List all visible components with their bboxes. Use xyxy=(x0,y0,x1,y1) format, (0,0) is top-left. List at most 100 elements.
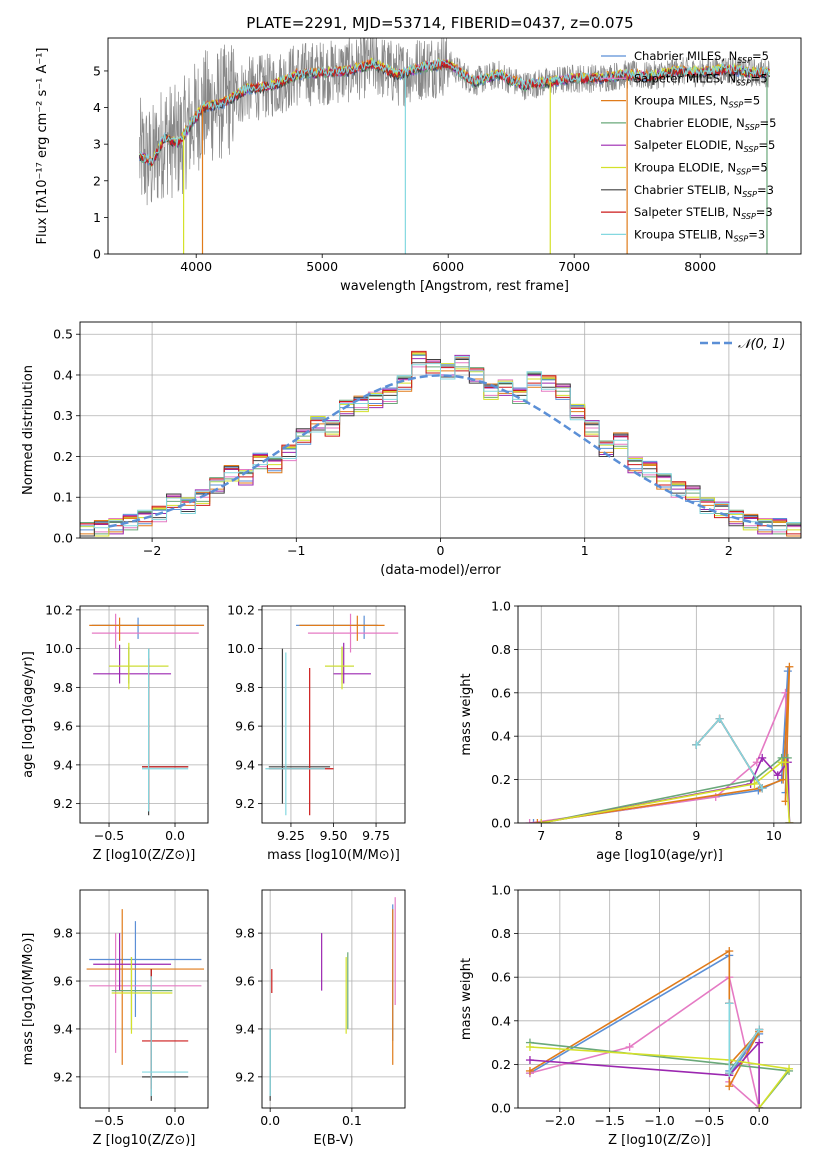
y-tick-label: 0.0 xyxy=(491,1101,511,1116)
y-axis-label: mass weight xyxy=(459,673,474,755)
y-tick-label: 10.0 xyxy=(227,641,255,656)
legend-text: =3 xyxy=(757,183,774,197)
y-tick-label: 9.2 xyxy=(235,1069,255,1084)
plot-area-age_vs_mass xyxy=(265,613,399,816)
mass-weight-line xyxy=(529,953,760,1078)
x-axis-label: wavelength [Angstrom, rest frame] xyxy=(340,279,569,294)
x-tick-label: 0.0 xyxy=(749,1113,769,1128)
x-tick-label: 8 xyxy=(615,828,623,843)
axes-frame xyxy=(261,889,406,1109)
x-tick-label: 9.25 xyxy=(277,828,305,843)
y-tick-label: 0.1 xyxy=(53,490,73,505)
x-tick-label: 7000 xyxy=(558,259,590,274)
y-axis-label: mass [log10(M/M⊙)] xyxy=(21,933,36,1066)
mass-weight-line xyxy=(529,1040,760,1108)
x-axis-label: Z [log10(Z/Z⊙)] xyxy=(608,1133,711,1148)
y-tick-label: 9.4 xyxy=(53,1021,73,1036)
y-tick-label: 9.6 xyxy=(53,974,73,989)
x-tick-label: −1 xyxy=(287,543,305,558)
x-tick-label: 4000 xyxy=(180,259,212,274)
legend-text: Kroupa ELODIE, N xyxy=(634,161,736,175)
plot-area-residuals xyxy=(80,350,801,537)
y-tick-label: 0.2 xyxy=(491,1057,511,1072)
legend-label: Salpeter ELODIE, NSSP=5 xyxy=(634,138,775,154)
legend-text: Salpeter MILES, N xyxy=(634,71,736,85)
model-spectrum-line xyxy=(138,58,770,164)
y-tick-label: 0.8 xyxy=(491,926,511,941)
mass-weight-line xyxy=(541,756,791,823)
y-tick-label: 9.2 xyxy=(53,796,73,811)
mass-weight-line xyxy=(541,757,791,823)
x-axis-label: age [log10(age/yr)] xyxy=(596,848,723,863)
legend-text: =5 xyxy=(752,49,769,63)
legend-subscript: SSP xyxy=(745,123,760,132)
x-tick-label: −2 xyxy=(143,543,161,558)
x-tick-label: 2 xyxy=(725,543,733,558)
y-tick-label: 0.0 xyxy=(53,531,73,546)
mass-weight-line xyxy=(529,975,760,1108)
axes-spectrum: 4000 5000 6000 7000 8000 0 1 2 3 4 5 wavelength [An… xyxy=(35,37,802,294)
axes-frame xyxy=(261,605,406,824)
y-tick-label: 0.0 xyxy=(491,816,511,831)
y-tick-label: 0.8 xyxy=(491,642,511,657)
legend-text: =3 xyxy=(756,205,773,219)
y-tick-label: 0.6 xyxy=(491,970,511,985)
y-tick-label: 0.4 xyxy=(491,1013,511,1028)
y-tick-label: 2 xyxy=(93,173,101,188)
x-tick-label: 0.0 xyxy=(165,1113,185,1128)
x-axis-label: Z [log10(Z/Z⊙)] xyxy=(93,848,196,863)
y-tick-label: 9.8 xyxy=(53,680,73,695)
x-axis-label: E(B-V) xyxy=(313,1133,353,1148)
axes-mass_vs_z: −0.5 0.0 9.2 9.4 9.6 9.8 Z [log10(Z/Z⊙)] mass [… xyxy=(21,889,209,1148)
plot-area-age_vs_z xyxy=(89,613,205,816)
y-tick-label: 0.4 xyxy=(491,729,511,744)
legend-subscript: SSP xyxy=(742,190,757,199)
y-tick-label: 9.4 xyxy=(235,757,255,772)
axes-weight_vs_age: 7 8 9 10 0.0 0.2 0.4 0.6 0.8 1.0 age [log10(age/yr… xyxy=(459,599,802,863)
y-tick-label: 9.6 xyxy=(235,719,255,734)
axes-frame xyxy=(517,605,802,824)
plot-area-mass_vs_ebv xyxy=(269,897,396,1101)
y-tick-label: 10.2 xyxy=(45,602,73,617)
y-tick-label: 9.8 xyxy=(53,926,73,941)
y-tick-label: 1.0 xyxy=(491,883,511,898)
legend-label: Kroupa MILES, NSSP=5 xyxy=(634,94,760,110)
mass-weight-line xyxy=(695,717,763,789)
x-tick-label: −0.5 xyxy=(94,1113,124,1128)
y-tick-label: 9.8 xyxy=(235,926,255,941)
legend-label: Salpeter MILES, NSSP=5 xyxy=(634,71,768,87)
y-tick-label: 0.3 xyxy=(53,408,73,423)
observed-spectrum-line xyxy=(139,38,770,206)
y-tick-label: 0.2 xyxy=(491,772,511,787)
axes-frame xyxy=(79,605,209,824)
chart-title: PLATE=2291, MJD=53714, FIBERID=0437, z=0… xyxy=(246,14,633,32)
x-tick-label: 7 xyxy=(537,828,545,843)
axes-frame xyxy=(79,321,802,539)
plot-area-mass_vs_z xyxy=(86,909,205,1101)
plot-area-spectrum xyxy=(138,38,771,254)
x-tick-label: 5000 xyxy=(306,259,338,274)
legend-label: Chabrier STELIB, NSSP=3 xyxy=(634,183,774,199)
y-tick-label: 9.6 xyxy=(235,974,255,989)
legend-label: Kroupa ELODIE, NSSP=5 xyxy=(634,161,768,177)
x-tick-label: 0.1 xyxy=(342,1113,362,1128)
y-tick-label: 10.2 xyxy=(227,602,255,617)
legend-text: =5 xyxy=(760,116,777,130)
plot-area-weight_vs_z xyxy=(525,947,794,1108)
axes-frame xyxy=(107,37,802,255)
x-tick-label: 0.0 xyxy=(165,828,185,843)
legend-text: Salpeter STELIB, N xyxy=(634,205,741,219)
y-tick-label: 5 xyxy=(93,63,101,78)
x-tick-label: −1.5 xyxy=(594,1113,624,1128)
legend-subscript: SSP xyxy=(729,101,744,110)
legend-label: Kroupa STELIB, NSSP=3 xyxy=(634,227,765,243)
x-tick-label: 9 xyxy=(692,828,700,843)
legend-text: =5 xyxy=(758,138,775,152)
x-tick-label: 10 xyxy=(766,828,782,843)
y-tick-label: 0.5 xyxy=(53,327,73,342)
legend-text: =5 xyxy=(743,94,760,108)
legend-text: Kroupa MILES, N xyxy=(634,94,729,108)
residual-histogram-step xyxy=(80,356,801,531)
axes-frame xyxy=(79,889,209,1109)
